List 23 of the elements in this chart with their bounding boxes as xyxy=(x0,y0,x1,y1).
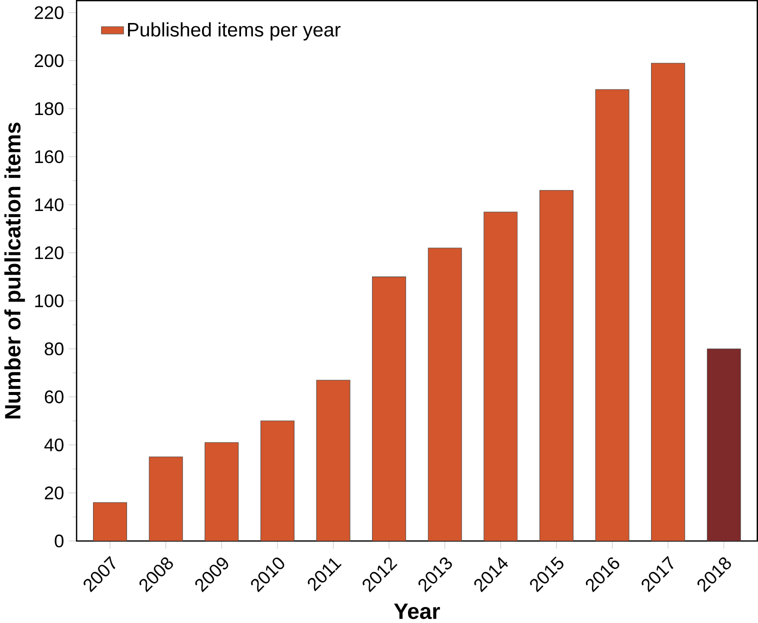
bar xyxy=(260,420,294,541)
y-tick-label: 220 xyxy=(34,6,64,19)
bar xyxy=(93,502,128,541)
bar xyxy=(595,89,630,541)
bar xyxy=(539,190,574,541)
bar xyxy=(148,456,183,541)
y-tick-label: 80 xyxy=(44,342,64,356)
bar xyxy=(316,380,350,541)
x-axis-title: Year xyxy=(394,603,440,619)
legend-label: Published items per year xyxy=(128,22,341,40)
bar xyxy=(372,276,406,541)
y-tick-label: 60 xyxy=(44,390,64,404)
y-tick-label: 20 xyxy=(44,486,64,500)
bar xyxy=(651,62,686,541)
y-tick-label: 140 xyxy=(35,198,64,212)
y-axis-title: Number of publication items xyxy=(4,122,25,418)
y-tick-label: 120 xyxy=(35,246,64,260)
y-tick-label: 100 xyxy=(35,294,64,308)
y-tick-label: 180 xyxy=(35,102,64,115)
y-tick-label: 0 xyxy=(54,534,64,548)
y-tick-label: 200 xyxy=(34,54,64,67)
y-tick-label: 160 xyxy=(35,150,64,163)
y-tick-label: 40 xyxy=(44,438,64,452)
